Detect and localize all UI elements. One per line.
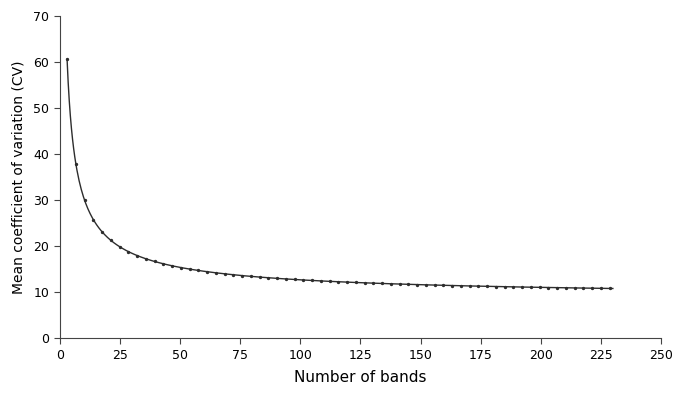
X-axis label: Number of bands: Number of bands bbox=[294, 370, 427, 385]
Y-axis label: Mean coefficient of variation (CV): Mean coefficient of variation (CV) bbox=[11, 60, 25, 294]
